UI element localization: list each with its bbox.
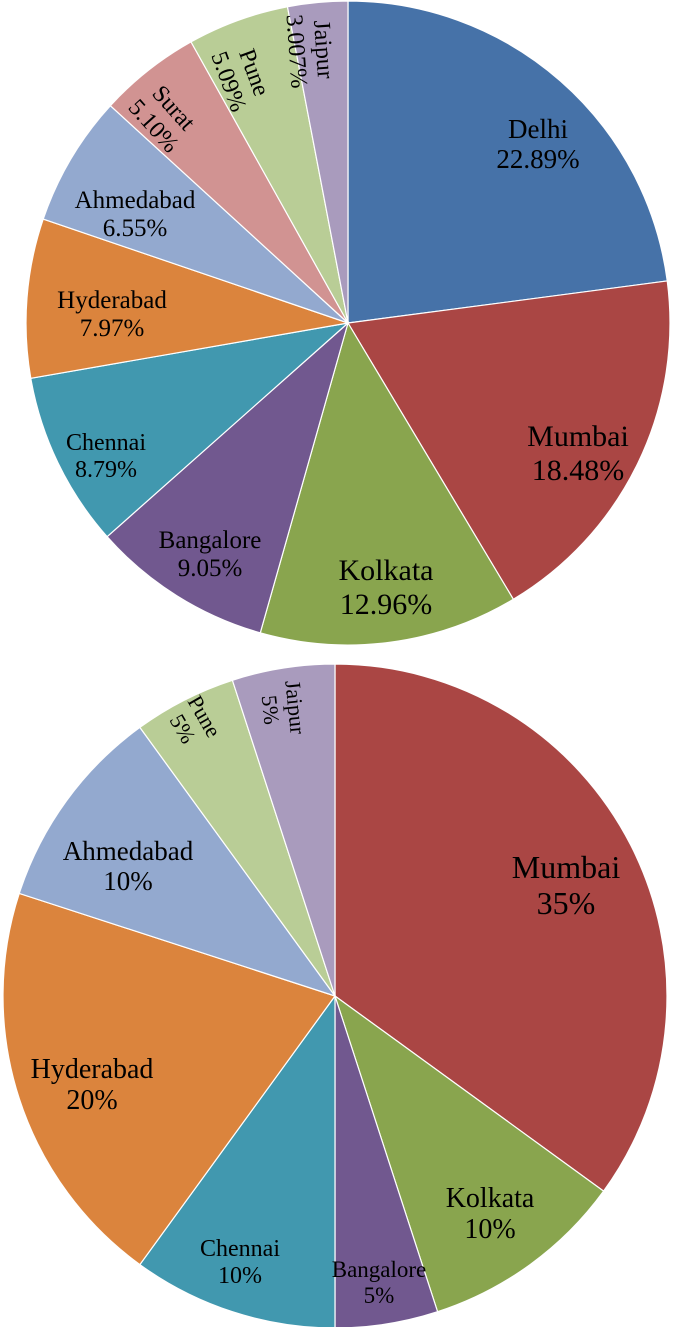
slice-category-label: Delhi — [508, 114, 568, 144]
slice-category-label: Chennai — [200, 1236, 280, 1262]
slice-value-label: 18.48% — [532, 454, 625, 487]
pie-slice-mumbai — [347, 280, 671, 601]
pie-slice-chennai — [139, 994, 336, 1327]
slice-category-label: Mumbai — [512, 849, 621, 885]
slice-value-label: 3.007% — [280, 14, 311, 90]
pie-slice-delhi — [347, 0, 668, 324]
slice-value-label: 22.89% — [496, 144, 579, 174]
pie-slice-jaipur — [231, 663, 336, 997]
slice-category-label: Jaipur — [280, 679, 311, 736]
pie-slice-mumbai — [334, 663, 668, 1192]
pie-slice-hyderabad — [25, 218, 349, 380]
pie-slice-jaipur — [286, 0, 349, 324]
slice-value-label: 10% — [464, 1214, 515, 1245]
slice-value-label: 6.55% — [103, 215, 168, 242]
slice-value-label: 7.97% — [80, 315, 145, 342]
pie-slice-bangalore — [334, 995, 439, 1327]
slice-category-label: Ahmedabad — [63, 836, 194, 866]
pie-slice-ahmedabad — [42, 104, 349, 324]
pie-slice-hyderabad — [2, 892, 336, 1266]
slice-category-label: Ahmedabad — [75, 187, 196, 214]
slice-value-label: 5% — [364, 1283, 395, 1308]
pie-chart-city-share-bottom: Mumbai35%Kolkata10%Bangalore5%Chennai10%… — [2, 663, 668, 1327]
slice-category-label: Chennai — [66, 430, 146, 456]
pie-slice-kolkata — [333, 994, 605, 1313]
pie-slice-ahmedabad — [18, 726, 337, 998]
slice-category-label: Bangalore — [332, 1257, 427, 1282]
slice-value-label: 9.05% — [178, 555, 243, 582]
slice-category-label: Kolkata — [446, 1183, 535, 1214]
slice-category-label: Mumbai — [527, 420, 629, 453]
pie-slice-kolkata — [259, 321, 515, 646]
slice-category-label: Hyderabad — [57, 287, 167, 314]
slice-category-label: Kolkata — [339, 554, 434, 587]
slice-value-label: 8.79% — [75, 457, 137, 483]
slice-value-label: 10% — [103, 866, 153, 896]
slice-value-label: 20% — [66, 1085, 117, 1116]
pie-slice-bangalore — [106, 321, 350, 634]
slice-value-label: 12.96% — [340, 588, 433, 621]
slice-value-label: 35% — [537, 885, 596, 921]
slice-value-label: 5% — [257, 694, 285, 726]
slice-category-label: Jaipur — [308, 19, 338, 79]
slice-category-label: Bangalore — [159, 527, 262, 554]
slice-value-label: 10% — [218, 1263, 262, 1289]
slice-category-label: Hyderabad — [31, 1054, 154, 1085]
pie-slice-chennai — [30, 322, 350, 538]
